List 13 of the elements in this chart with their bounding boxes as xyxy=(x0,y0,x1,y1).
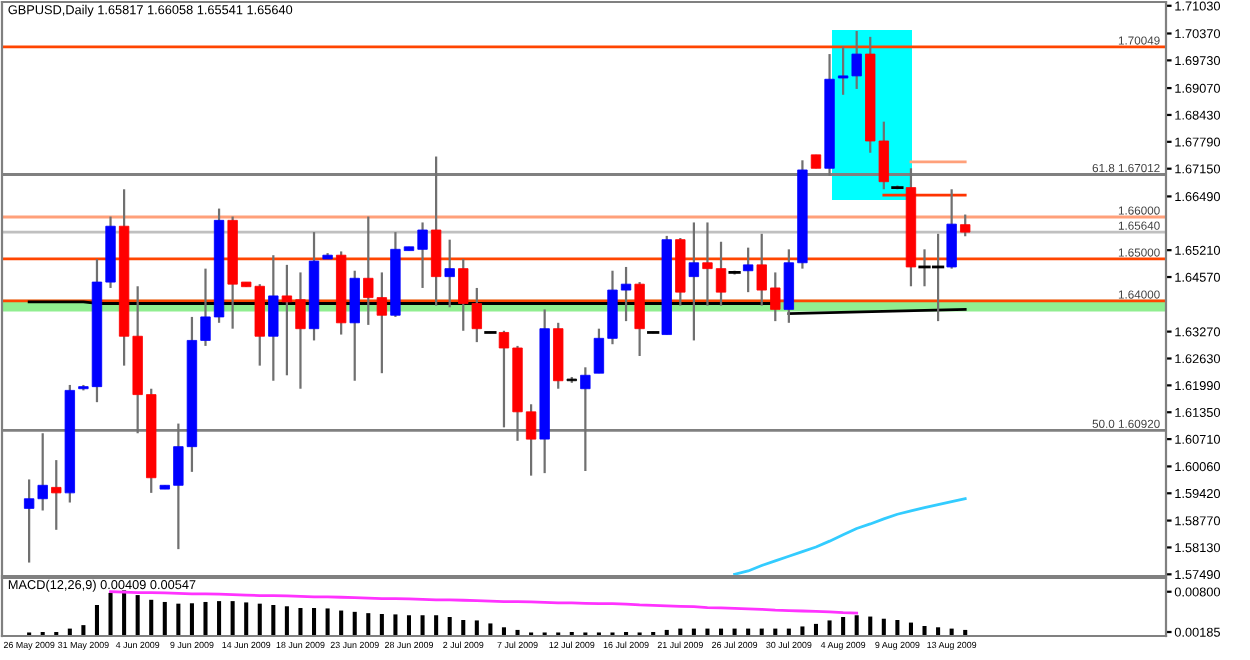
line-series xyxy=(733,497,967,576)
candlestick xyxy=(946,188,957,270)
candlestick xyxy=(688,221,700,342)
candlestick xyxy=(268,254,279,382)
candlestick xyxy=(349,269,360,382)
candlestick xyxy=(444,238,455,309)
candlestick xyxy=(51,459,62,531)
candlestick xyxy=(960,213,971,238)
candlestick xyxy=(742,246,754,294)
candlestick xyxy=(634,280,645,358)
line-series xyxy=(109,590,859,615)
candlestick xyxy=(580,366,591,473)
candlestick xyxy=(430,155,442,307)
